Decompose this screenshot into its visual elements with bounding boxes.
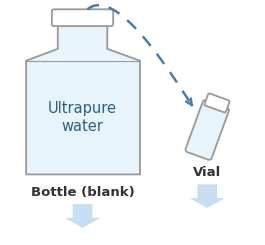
Polygon shape	[26, 24, 140, 174]
Polygon shape	[65, 204, 100, 228]
Text: Ultrapure
water: Ultrapure water	[48, 101, 117, 134]
Text: Bottle (blank): Bottle (blank)	[31, 186, 134, 199]
FancyBboxPatch shape	[205, 93, 229, 112]
Polygon shape	[189, 184, 225, 208]
FancyBboxPatch shape	[52, 9, 113, 26]
FancyBboxPatch shape	[186, 100, 229, 160]
Text: Vial: Vial	[193, 166, 221, 179]
